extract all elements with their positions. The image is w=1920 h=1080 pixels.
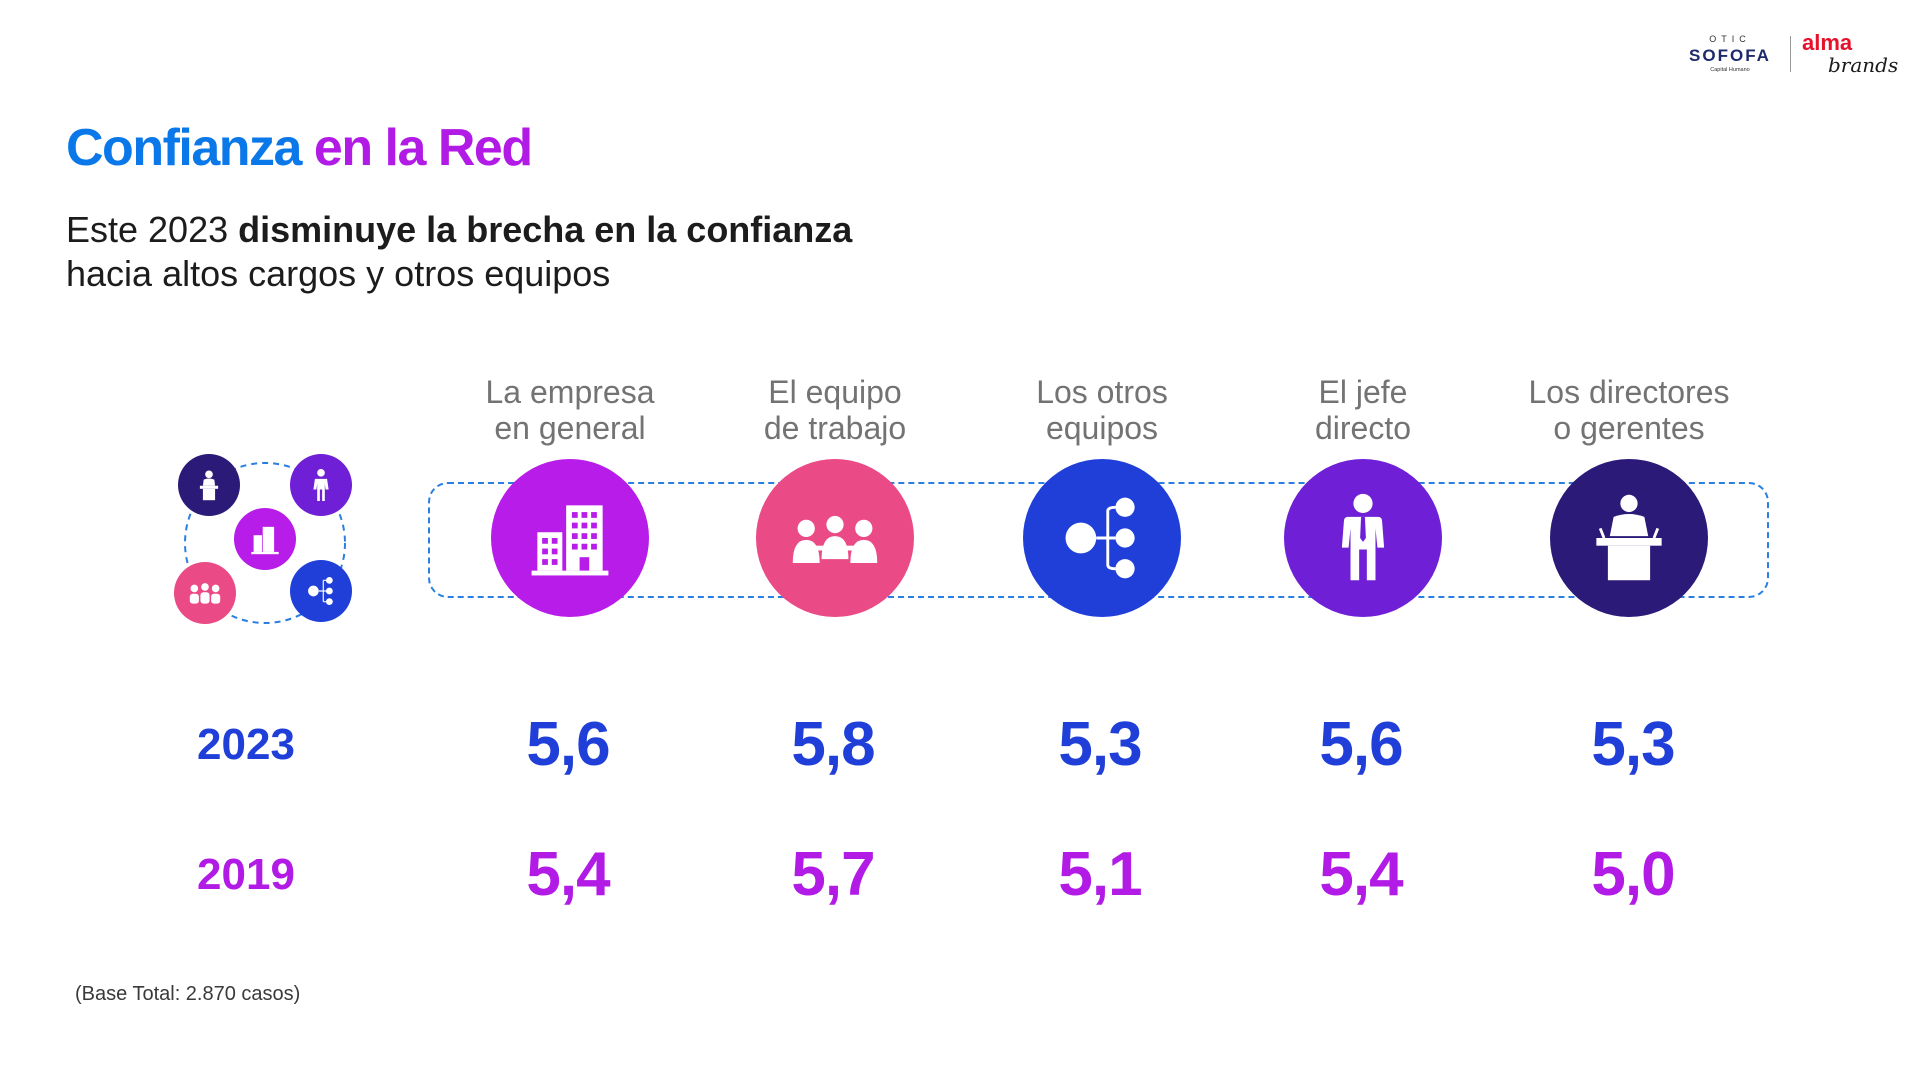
subtitle-line2: hacia altos cargos y otros equipos	[66, 253, 611, 294]
base-footnote: (Base Total: 2.870 casos)	[75, 983, 301, 1005]
column-label-jefe: El jefe directo	[1314, 374, 1412, 446]
logo-divider	[1790, 36, 1791, 72]
column-label-empresa: La empresa en general	[485, 374, 655, 446]
column-label-equipo: El equipo de trabajo	[763, 374, 907, 446]
value-2023-otros-equipos: 5,3	[1058, 710, 1142, 779]
value-2023-empresa: 5,6	[526, 710, 610, 779]
building-icon	[491, 459, 649, 617]
team-icon	[756, 459, 914, 617]
column-label-otros-equipos: Los otros equipos	[1036, 374, 1168, 446]
page-title: Confianza en la Red	[66, 118, 533, 178]
value-2019-jefe: 5,4	[1319, 840, 1403, 909]
subtitle-pre: Este 2023	[66, 209, 239, 250]
value-2019-empresa: 5,4	[526, 840, 610, 909]
value-2023-equipo: 5,8	[791, 710, 875, 779]
svg-text:Capital Humano: Capital Humano	[1710, 67, 1749, 73]
value-2023-jefe: 5,6	[1319, 710, 1403, 779]
mini-building-icon	[234, 508, 296, 570]
svg-text:alma: alma	[1802, 30, 1853, 55]
svg-text:brands: brands	[1828, 53, 1898, 76]
column-label-directores: Los directores o gerentes	[1528, 374, 1730, 446]
row-label-2019: 2019	[197, 850, 295, 899]
value-2019-equipo: 5,7	[791, 840, 875, 909]
svg-text:SOFOFA: SOFOFA	[1689, 46, 1771, 65]
otic-sofofa-logo: OTIC SOFOFA Capital Humano	[1680, 32, 1780, 74]
value-2019-otros-equipos: 5,1	[1058, 840, 1142, 909]
icons-cluster	[170, 448, 360, 638]
value-2019-directores: 5,0	[1591, 840, 1675, 909]
title-part-1: Confianza	[66, 119, 302, 177]
network-icon	[1023, 459, 1181, 617]
mini-person-tie-icon	[290, 454, 352, 516]
subtitle-bold: disminuye la brecha en la confianza	[238, 209, 853, 250]
podium-speaker-icon	[1550, 459, 1708, 617]
mini-team-icon	[174, 562, 236, 624]
alma-brands-logo: alma brands	[1800, 30, 1900, 77]
mini-podium-speaker-icon	[178, 454, 240, 516]
person-tie-icon	[1284, 459, 1442, 617]
title-part-2: en la Red	[313, 119, 533, 177]
subtitle: Este 2023 disminuye la brecha en la conf…	[66, 208, 852, 296]
value-2023-directores: 5,3	[1591, 710, 1675, 779]
svg-text:OTIC: OTIC	[1709, 34, 1751, 44]
cluster-dashed-ring	[184, 462, 346, 624]
mini-network-icon	[290, 560, 352, 622]
row-label-2023: 2023	[197, 720, 295, 769]
